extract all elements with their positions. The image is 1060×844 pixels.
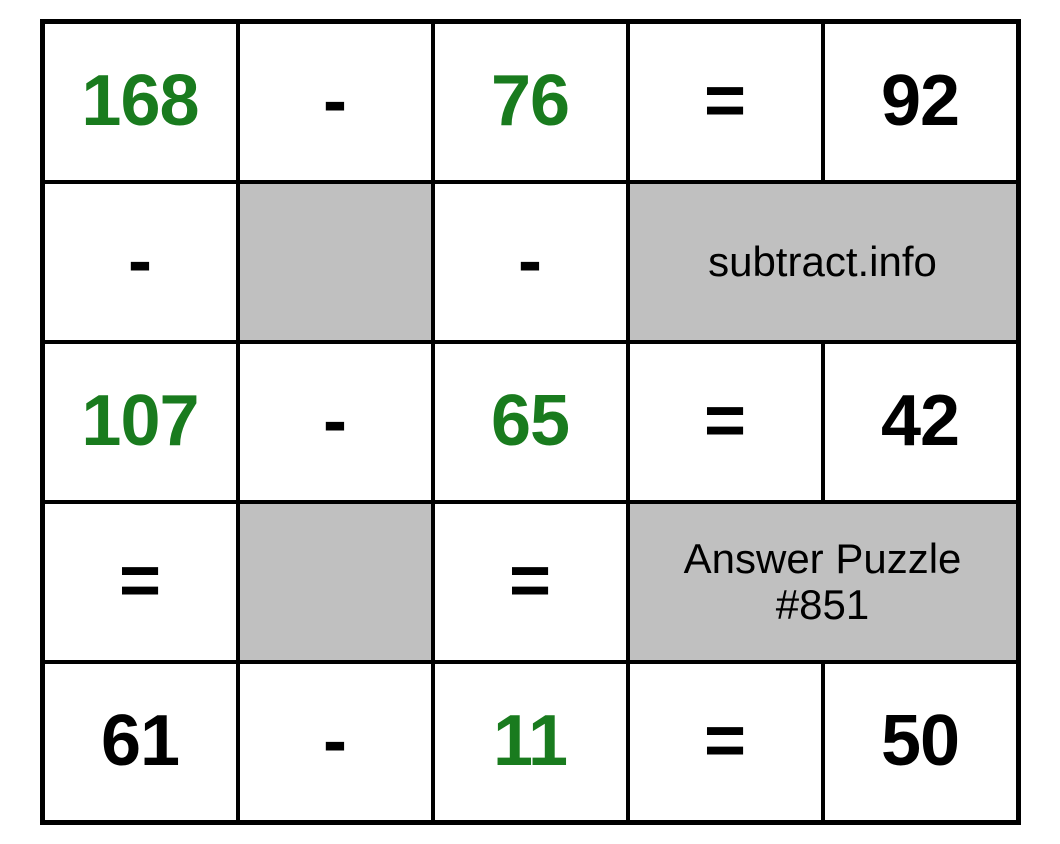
- eq-r3: =: [704, 382, 746, 461]
- op-r5: -: [323, 702, 347, 781]
- cell-r3-c5: 42: [823, 342, 1018, 502]
- puzzle-grid: 168 - 76 = 92 - - subtract.info 107 - 65…: [40, 19, 1021, 825]
- cell-r2-site: subtract.info: [628, 182, 1018, 342]
- value-r3-a: 107: [81, 382, 198, 461]
- cell-r5-c1: 61: [43, 662, 238, 822]
- value-r1-b: 76: [491, 62, 569, 141]
- cell-r3-c1: 107: [43, 342, 238, 502]
- cell-r1-c1: 168: [43, 22, 238, 182]
- eq-r4-b: =: [509, 542, 551, 621]
- value-r5-c: 50: [881, 702, 959, 781]
- cell-r2-c3: -: [433, 182, 628, 342]
- cell-r4-c3: =: [433, 502, 628, 662]
- cell-r1-c2: -: [238, 22, 433, 182]
- eq-r4-a: =: [119, 542, 161, 621]
- cell-r5-c4: =: [628, 662, 823, 822]
- cell-r3-c3: 65: [433, 342, 628, 502]
- op-r2-b: -: [518, 222, 542, 301]
- value-r3-c: 42: [881, 382, 959, 461]
- cell-r4-c2-shaded: [238, 502, 433, 662]
- op-r2-a: -: [128, 222, 152, 301]
- cell-r1-c5: 92: [823, 22, 1018, 182]
- value-r5-a: 61: [101, 702, 179, 781]
- eq-r5: =: [704, 702, 746, 781]
- op-r3: -: [323, 382, 347, 461]
- value-r1-c: 92: [881, 62, 959, 141]
- cell-r1-c3: 76: [433, 22, 628, 182]
- answer-label: Answer Puzzle #851: [630, 536, 1016, 628]
- cell-r4-answer: Answer Puzzle #851: [628, 502, 1018, 662]
- value-r5-b: 11: [493, 702, 567, 781]
- cell-r2-c2-shaded: [238, 182, 433, 342]
- cell-r3-c4: =: [628, 342, 823, 502]
- cell-r1-c4: =: [628, 22, 823, 182]
- cell-r2-c1: -: [43, 182, 238, 342]
- cell-r5-c2: -: [238, 662, 433, 822]
- cell-r4-c1: =: [43, 502, 238, 662]
- value-r1-a: 168: [81, 62, 198, 141]
- eq-r1: =: [704, 62, 746, 141]
- site-label: subtract.info: [698, 239, 947, 285]
- op-r1: -: [323, 62, 347, 141]
- cell-r5-c5: 50: [823, 662, 1018, 822]
- cell-r5-c3: 11: [433, 662, 628, 822]
- value-r3-b: 65: [491, 382, 569, 461]
- cell-r3-c2: -: [238, 342, 433, 502]
